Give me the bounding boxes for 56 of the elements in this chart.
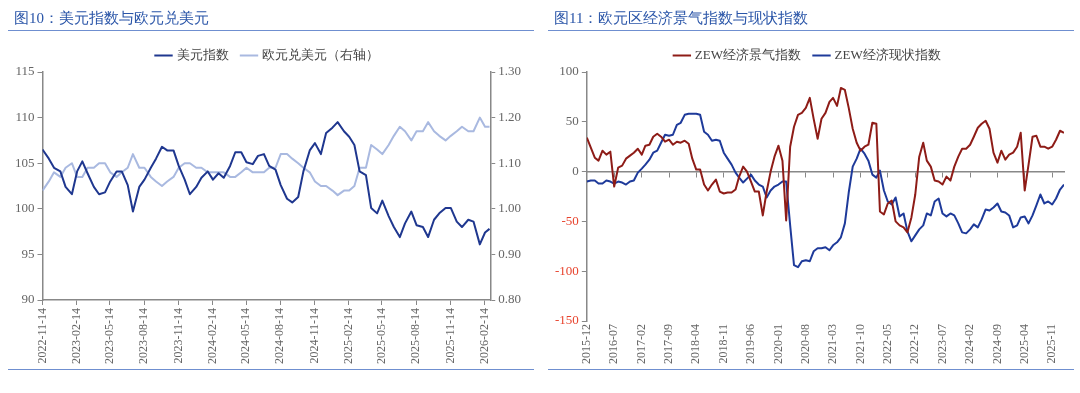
legend-label: 美元指数: [176, 46, 229, 62]
x-tick-label: 2022-11-14: [34, 308, 49, 364]
y2-tick-label: 1.10: [498, 154, 521, 170]
legend-label: ZEW经济景气指数: [694, 46, 801, 62]
y-tick-label: -100: [554, 262, 579, 278]
x-tick-label: 2025-11: [1044, 324, 1059, 364]
x-tick-label: 2025-05-14: [374, 308, 389, 365]
x-tick-label: 2023-08-14: [136, 308, 151, 365]
x-tick-label: 2018-04: [688, 324, 703, 364]
x-tick-label: 2023-02-14: [68, 308, 83, 365]
x-tick-label: 2017-02: [633, 324, 648, 364]
x-tick-label: 2020-01: [770, 324, 785, 364]
y-tick-label: 105: [15, 154, 35, 170]
y-tick-label: 110: [15, 109, 35, 125]
x-tick-label: 2024-11-14: [306, 308, 321, 364]
y-tick-label: 50: [565, 113, 579, 129]
x-tick-label: 2024-02-14: [204, 308, 219, 365]
x-tick-label: 2025-11-14: [442, 308, 457, 364]
y-tick-label: 115: [15, 63, 35, 79]
x-tick-label: 2021-03: [825, 324, 840, 364]
x-tick-label: 2024-08-14: [272, 308, 287, 365]
y2-tick-label: 1.20: [498, 109, 521, 125]
y-tick-label: 100: [15, 200, 35, 216]
x-tick-label: 2017-09: [661, 324, 676, 364]
y-tick-label: 90: [21, 291, 35, 307]
y-tick-label: -150: [554, 312, 579, 328]
x-tick-label: 2024-02: [962, 324, 977, 364]
x-tick-label: 2022-05: [879, 324, 894, 364]
y-tick-label: 0: [572, 163, 579, 179]
x-tick-label: 2023-07: [934, 324, 949, 364]
x-tick-label: 2025-08-14: [408, 308, 423, 365]
chart-title: 图10：美元指数与欧元兑美元: [8, 6, 534, 31]
x-tick-label: 2016-07: [606, 324, 621, 364]
legend-label: 欧元兑美元（右轴）: [262, 46, 379, 62]
y-tick-label: 100: [559, 63, 579, 79]
x-tick-label: 2026-02-14: [476, 308, 491, 365]
x-tick-label: 2021-10: [852, 324, 867, 364]
x-tick-label: 2025-04: [1016, 324, 1031, 364]
y-tick-label: -50: [561, 212, 579, 228]
y2-tick-label: 0.80: [498, 291, 521, 307]
y2-tick-label: 0.90: [498, 245, 521, 261]
x-tick-label: 2020-08: [797, 324, 812, 364]
x-tick-label: 2022-12: [907, 324, 922, 364]
x-tick-label: 2015-12: [578, 324, 593, 364]
y-tick-label: 95: [21, 245, 35, 261]
x-tick-label: 2023-11-14: [170, 308, 185, 364]
x-tick-label: 2024-05-14: [238, 308, 253, 365]
x-tick-label: 2019-06: [743, 324, 758, 364]
x-tick-label: 2024-09: [989, 324, 1004, 364]
x-tick-label: 2018-11: [715, 324, 730, 364]
x-tick-label: 2023-05-14: [102, 308, 117, 365]
chart-title: 图11：欧元区经济景气指数与现状指数: [548, 6, 1074, 31]
legend-label: ZEW经济现状指数: [834, 46, 941, 62]
y2-tick-label: 1.00: [498, 200, 521, 216]
y2-tick-label: 1.30: [498, 63, 521, 79]
x-tick-label: 2025-02-14: [340, 308, 355, 365]
